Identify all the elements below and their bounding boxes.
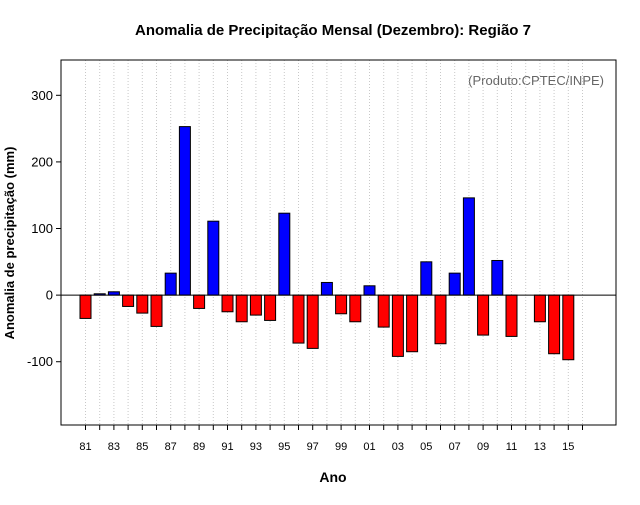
chart-title: Anomalia de Precipitação Mensal (Dezembr…	[135, 22, 531, 39]
x-axis-label: Ano	[319, 469, 346, 485]
x-tick-label: 15	[562, 441, 574, 453]
x-tick-label: 05	[420, 441, 432, 453]
grid-lines	[85, 60, 583, 425]
bar-2008	[462, 197, 475, 296]
y-axis-label: Anomalia de precipitação (mm)	[2, 147, 17, 340]
bar-1984	[122, 294, 135, 307]
x-tick-label: 13	[534, 441, 546, 453]
bar-2014	[548, 294, 561, 355]
x-tick-label: 07	[449, 441, 461, 453]
bar-1985	[136, 294, 149, 314]
bar-1981	[79, 294, 92, 319]
bar-1986	[150, 294, 163, 327]
x-tick-label: 95	[278, 441, 290, 453]
x-tick-label: 09	[477, 441, 489, 453]
bar-1999	[335, 294, 348, 315]
x-tick-label: 83	[108, 441, 120, 453]
y-tick-label: -100	[27, 354, 53, 369]
bar-2015	[562, 294, 575, 361]
bar-1995	[278, 212, 291, 296]
y-tick-label: 0	[46, 288, 53, 303]
bar-1992	[235, 294, 248, 323]
bar-1989	[193, 294, 206, 309]
x-tick-label: 01	[363, 441, 375, 453]
x-tick-label: 93	[250, 441, 262, 453]
x-tick-label: 03	[392, 441, 404, 453]
bar-2005	[420, 261, 433, 296]
bar-1990	[207, 220, 220, 296]
x-tick-label: 87	[165, 441, 177, 453]
bar-1996	[292, 294, 305, 344]
bar-2000	[349, 294, 362, 323]
bar-2011	[505, 294, 518, 337]
bar-2007	[448, 272, 461, 296]
bar-2003	[391, 294, 404, 357]
y-tick-label: 300	[31, 88, 53, 103]
bar-1987	[164, 272, 177, 296]
bar-1991	[221, 294, 234, 313]
x-tick-label: 85	[136, 441, 148, 453]
bar-1994	[264, 294, 277, 321]
x-tick-label: 11	[506, 441, 517, 453]
bar-2009	[477, 294, 490, 336]
x-tick-label: 97	[307, 441, 319, 453]
x-tick-label: 81	[79, 441, 91, 453]
bar-2013	[533, 294, 546, 323]
y-tick-label: 100	[31, 221, 53, 236]
bar-2004	[406, 294, 419, 353]
bar-1988	[178, 126, 191, 296]
bar-1998	[320, 281, 333, 296]
plot-frame	[60, 59, 617, 426]
bars	[79, 126, 575, 361]
bar-2006	[434, 294, 447, 345]
bar-2001	[363, 285, 376, 296]
x-tick-label: 99	[335, 441, 347, 453]
bar-2010	[491, 259, 504, 296]
bar-1997	[306, 294, 319, 349]
bar-2002	[377, 294, 390, 328]
product-annotation: (Produto:CPTEC/INPE)	[468, 73, 604, 88]
y-tick-label: 200	[31, 154, 53, 169]
x-tick-label: 89	[193, 441, 205, 453]
x-tick-label: 91	[221, 441, 233, 453]
axis-ticks: -100 0 100 200 300 81 83 85 87 89 91 93 95 97 99 01 03 05…	[27, 88, 583, 453]
bar-1993	[249, 294, 262, 316]
